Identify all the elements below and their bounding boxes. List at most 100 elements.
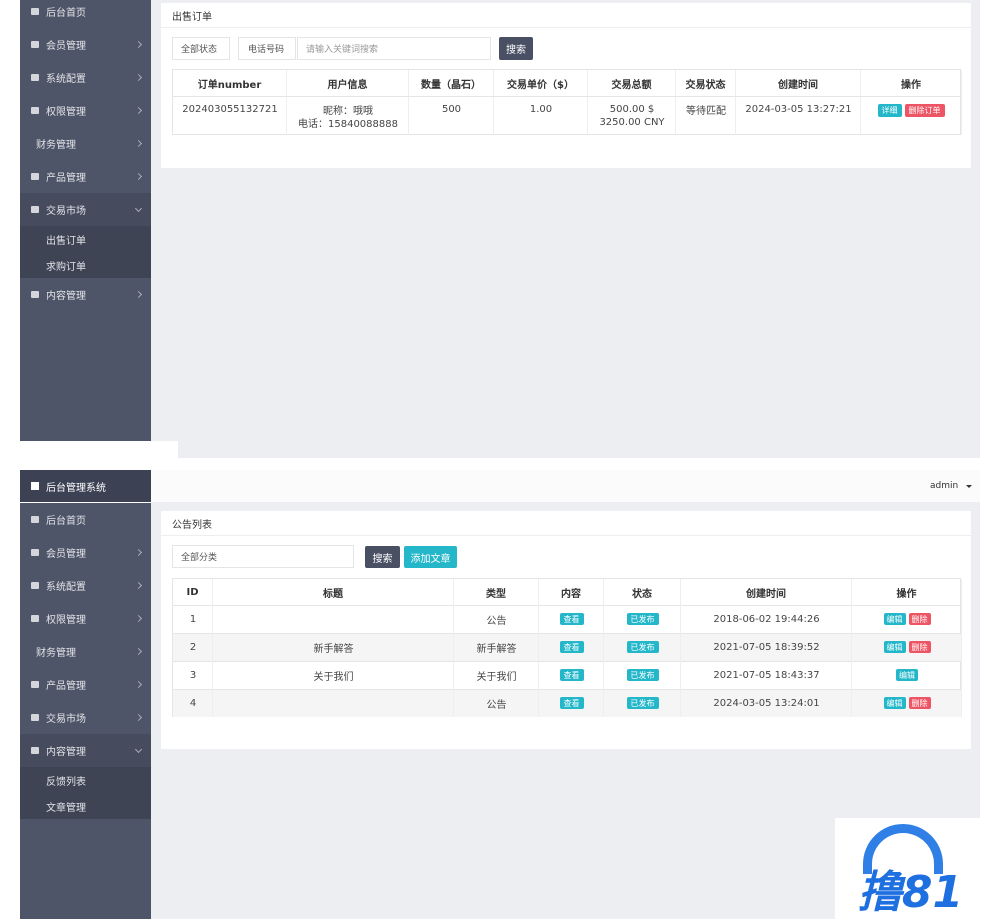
action-button[interactable]: 编辑 bbox=[896, 669, 918, 681]
table-header: 用户信息 bbox=[287, 70, 409, 96]
action-button[interactable]: 编辑 bbox=[883, 697, 906, 709]
cell-text: 202403055132721 bbox=[182, 104, 278, 115]
table-cell: 500 bbox=[409, 97, 494, 135]
divider bbox=[161, 27, 971, 28]
keyword-input[interactable]: 请输入关键词搜索 bbox=[297, 37, 491, 60]
cell-line: 3250.00 CNY bbox=[599, 117, 665, 128]
menu-label: 后台首页 bbox=[46, 516, 86, 527]
table-cell: 新手解答 bbox=[454, 633, 539, 661]
table-cell: 编辑 bbox=[852, 661, 962, 689]
menu-icon bbox=[31, 615, 39, 622]
submenu-item[interactable]: 反馈列表 bbox=[46, 776, 86, 788]
view-tag[interactable]: 查看 bbox=[559, 697, 584, 709]
action-button[interactable]: 删除 bbox=[908, 697, 931, 709]
table-cell: 500.00 $ 3250.00 CNY bbox=[588, 97, 676, 135]
menu-item[interactable]: 系统配置 bbox=[20, 61, 151, 94]
table-cell: 2018-06-02 19:44:26 bbox=[681, 605, 852, 633]
cell-line: 500.00 $ bbox=[609, 104, 655, 115]
menu-label: 内容管理 bbox=[46, 747, 86, 758]
brand-title: 后台管理系统 bbox=[46, 482, 106, 494]
view-tag[interactable]: 查看 bbox=[559, 641, 584, 653]
table-cell: 已发布 bbox=[604, 689, 681, 717]
menu-item[interactable]: 系统配置 bbox=[20, 569, 151, 602]
table-cell: 详细 删除订单 bbox=[861, 97, 962, 135]
table-header: 交易状态 bbox=[676, 70, 736, 96]
table-cell: 4 bbox=[173, 689, 213, 717]
menu-item[interactable]: 交易市场 bbox=[20, 193, 151, 226]
action-button[interactable]: 删除 bbox=[908, 613, 931, 625]
action-button[interactable]: 删除 bbox=[908, 641, 931, 653]
menu-item[interactable]: 内容管理 bbox=[20, 734, 151, 767]
status-select[interactable]: 全部状态 bbox=[172, 37, 230, 60]
chevron bbox=[134, 73, 143, 82]
menu-icon bbox=[31, 549, 39, 556]
chevron bbox=[134, 139, 143, 148]
menu-label: 会员管理 bbox=[46, 549, 86, 560]
cell-text: 新手解答 bbox=[476, 643, 517, 655]
search-button[interactable]: 搜索 bbox=[365, 546, 400, 568]
table-cell: 2024-03-05 13:24:01 bbox=[681, 689, 852, 717]
cell-text: 公告 bbox=[486, 615, 507, 627]
cell-text: 2024-03-05 13:27:21 bbox=[745, 104, 852, 115]
menu-item[interactable]: 后台首页 bbox=[20, 0, 151, 28]
menu-item[interactable]: 财务管理 bbox=[20, 127, 151, 160]
action-button[interactable]: 删除订单 bbox=[904, 104, 945, 117]
menu-label: 权限管理 bbox=[46, 615, 86, 626]
action-button[interactable]: 编辑 bbox=[883, 641, 906, 653]
field-select[interactable]: 电话号码 bbox=[238, 37, 296, 60]
category-select[interactable]: 全部分类 bbox=[172, 545, 354, 568]
menu-item[interactable]: 会员管理 bbox=[20, 28, 151, 61]
chevron bbox=[134, 680, 143, 689]
table-header: 订单number bbox=[173, 70, 287, 96]
menu-label: 交易市场 bbox=[46, 714, 86, 725]
menu-label: 内容管理 bbox=[46, 291, 86, 302]
menu-item[interactable]: 产品管理 bbox=[20, 160, 151, 193]
submenu-item[interactable]: 出售订单 bbox=[46, 235, 86, 247]
table-cell: 新手解答 bbox=[213, 633, 454, 661]
menu-icon bbox=[31, 107, 39, 114]
menu-item[interactable]: 交易市场 bbox=[20, 701, 151, 734]
menu-item[interactable]: 产品管理 bbox=[20, 668, 151, 701]
submenu-item[interactable]: 文章管理 bbox=[46, 802, 86, 814]
chevron bbox=[134, 581, 143, 590]
menu-label: 系统配置 bbox=[46, 74, 86, 85]
menu-label: 财务管理 bbox=[36, 648, 76, 659]
panel: 公告列表 全部分类 搜索 添加文章 ID 标题 类型 内容 状态 创建时间 操作 1 公告 查看 已发布 20… bbox=[161, 511, 971, 749]
view-tag[interactable]: 查看 bbox=[559, 669, 584, 681]
menu-item[interactable]: 会员管理 bbox=[20, 536, 151, 569]
chevron bbox=[134, 713, 143, 722]
menu-item[interactable]: 内容管理 bbox=[20, 278, 151, 311]
chevron bbox=[134, 204, 143, 213]
watermark: 撸81 bbox=[835, 818, 980, 919]
action-button[interactable]: 编辑 bbox=[883, 613, 906, 625]
menu-item[interactable]: 权限管理 bbox=[20, 94, 151, 127]
user-menu[interactable]: admin bbox=[930, 481, 959, 491]
menu-item[interactable]: 后台首页 bbox=[20, 503, 151, 536]
table-cell bbox=[213, 605, 454, 633]
table-cell: 查看 bbox=[539, 661, 604, 689]
action-button[interactable]: 详细 bbox=[877, 104, 902, 117]
status-tag: 已发布 bbox=[626, 697, 659, 709]
submenu-item[interactable]: 求购订单 bbox=[46, 261, 86, 273]
menu-item[interactable]: 权限管理 bbox=[20, 602, 151, 635]
table-header: 标题 bbox=[213, 579, 454, 605]
menu-label: 产品管理 bbox=[46, 173, 86, 184]
cell-text: 3 bbox=[189, 669, 197, 681]
table-cell: 2 bbox=[173, 633, 213, 661]
menu-label: 后台首页 bbox=[46, 8, 86, 19]
view-tag[interactable]: 查看 bbox=[559, 613, 584, 625]
status-tag: 已发布 bbox=[626, 641, 659, 653]
menu-icon bbox=[31, 74, 39, 81]
table-cell: 已发布 bbox=[604, 661, 681, 689]
table-header: 操作 bbox=[861, 70, 962, 96]
menu-item[interactable]: 财务管理 bbox=[20, 635, 151, 668]
table-cell: 已发布 bbox=[604, 633, 681, 661]
add-button[interactable]: 添加文章 bbox=[404, 546, 457, 568]
cell-text: 500 bbox=[441, 104, 462, 115]
search-button[interactable]: 搜索 bbox=[499, 37, 533, 60]
cell-line: 电话：15840088888 bbox=[298, 119, 398, 130]
watermark-text: 撸81 bbox=[857, 867, 964, 918]
table-header: 数量（晶石） bbox=[409, 70, 494, 96]
table-header: 类型 bbox=[454, 579, 539, 605]
